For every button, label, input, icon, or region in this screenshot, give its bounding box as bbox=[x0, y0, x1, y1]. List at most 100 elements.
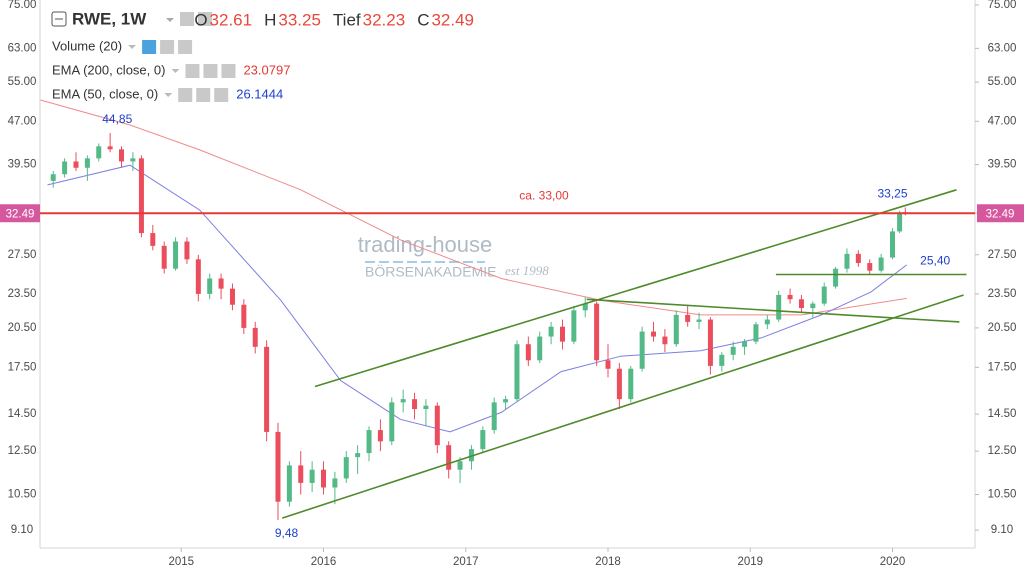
eye-icon[interactable] bbox=[180, 12, 194, 26]
candle-body bbox=[130, 158, 136, 162]
candle-body bbox=[434, 405, 440, 446]
dropdown-arrow[interactable] bbox=[164, 93, 173, 97]
ohlc-label: H bbox=[264, 10, 276, 29]
candle-body bbox=[787, 294, 793, 300]
eye-icon[interactable] bbox=[142, 40, 157, 54]
ohlc-label: O bbox=[194, 10, 207, 29]
trend-line bbox=[314, 189, 957, 388]
y-tick-label-right: 10.50 bbox=[988, 489, 1017, 501]
y-tick-label-right: 17.50 bbox=[988, 361, 1017, 373]
candle-body bbox=[662, 336, 668, 345]
gear-icon[interactable] bbox=[160, 40, 175, 54]
x-tick-label: 2019 bbox=[737, 556, 763, 568]
candle-body bbox=[897, 212, 903, 232]
y-tick-label-left: 23.50 bbox=[8, 288, 37, 300]
gear-icon[interactable] bbox=[198, 12, 212, 26]
candle-body bbox=[62, 161, 68, 175]
candle-body bbox=[696, 319, 702, 322]
candle-body bbox=[537, 336, 543, 361]
symbol-title: RWE, 1W bbox=[72, 9, 147, 28]
close-icon[interactable] bbox=[178, 40, 193, 54]
annotation: 44,85 bbox=[102, 112, 132, 126]
candle-body bbox=[651, 331, 657, 337]
candle-body bbox=[628, 368, 634, 400]
price-label-box bbox=[0, 204, 40, 223]
candle-body bbox=[559, 326, 565, 342]
annotation: 9,48 bbox=[275, 526, 299, 540]
symbol-icon[interactable] bbox=[51, 11, 67, 27]
y-tick-label-right: 55.00 bbox=[988, 76, 1017, 88]
candle-body bbox=[525, 344, 531, 361]
candle-body bbox=[173, 241, 179, 269]
legend-label: Volume (20) bbox=[52, 38, 122, 53]
candle-body bbox=[96, 146, 102, 159]
candle-body bbox=[298, 465, 304, 483]
x-tick-label: 2015 bbox=[168, 556, 194, 568]
candle-body bbox=[286, 465, 292, 502]
y-tick-label-left: 10.50 bbox=[8, 489, 37, 501]
dropdown-arrow[interactable] bbox=[171, 69, 180, 73]
close-icon[interactable] bbox=[221, 64, 236, 78]
candle-body bbox=[275, 431, 281, 502]
y-tick-label-left: 14.50 bbox=[8, 408, 37, 420]
candle-body bbox=[821, 286, 827, 304]
candle-body bbox=[184, 241, 190, 260]
candle-body bbox=[218, 278, 224, 289]
watermark-est: est 1998 bbox=[505, 263, 549, 278]
x-tick-label: 2016 bbox=[311, 556, 337, 568]
watermark-name: trading-house bbox=[358, 232, 493, 257]
ohlc-label: Tief bbox=[333, 10, 361, 29]
candle-body bbox=[605, 360, 611, 369]
candle-body bbox=[639, 331, 645, 369]
legend-value: 23.0797 bbox=[243, 62, 290, 77]
candle-body bbox=[844, 253, 850, 269]
candle-body bbox=[355, 453, 361, 458]
y-tick-label-right: 47.00 bbox=[988, 115, 1017, 127]
candle-body bbox=[161, 245, 167, 269]
y-tick-label-left: 27.50 bbox=[8, 249, 37, 261]
candle-body bbox=[889, 231, 895, 258]
plot-area bbox=[40, 99, 975, 520]
dropdown-arrow[interactable] bbox=[166, 18, 174, 22]
eye-icon[interactable] bbox=[178, 88, 193, 102]
candle-body bbox=[138, 158, 144, 234]
candle-body bbox=[377, 430, 383, 442]
candle-body bbox=[389, 402, 395, 442]
y-tick-label-left: 63.00 bbox=[8, 42, 37, 54]
ema-line bbox=[47, 164, 908, 433]
candle-body bbox=[514, 344, 520, 400]
candle-body bbox=[321, 469, 327, 488]
candle-body bbox=[309, 469, 315, 483]
candle-body bbox=[673, 314, 679, 345]
candle-body bbox=[412, 399, 418, 410]
candle-body bbox=[616, 368, 622, 400]
eye-icon[interactable] bbox=[185, 64, 200, 78]
candle-body bbox=[107, 146, 113, 150]
trend-line bbox=[586, 298, 960, 323]
watermark: trading-house BÖRSENAKADEMIE est 1998 bbox=[358, 232, 549, 280]
y-tick-label-right: 39.50 bbox=[988, 159, 1017, 171]
candle-body bbox=[867, 263, 873, 271]
legend-label: EMA (50, close, 0) bbox=[52, 86, 158, 101]
candle-body bbox=[582, 303, 588, 311]
ema-line bbox=[40, 99, 907, 316]
gear-icon[interactable] bbox=[203, 64, 218, 78]
gear-icon[interactable] bbox=[196, 88, 211, 102]
close-icon[interactable] bbox=[214, 88, 229, 102]
y-tick-label-left: 9.10 bbox=[11, 524, 33, 536]
candle-body bbox=[798, 299, 804, 309]
annotation: 25,40 bbox=[920, 254, 950, 268]
candle-body bbox=[252, 327, 258, 347]
y-tick-label-right: 9.10 bbox=[991, 524, 1013, 536]
candle-body bbox=[594, 303, 600, 361]
y-tick-label-left: 47.00 bbox=[8, 115, 37, 127]
dropdown-arrow[interactable] bbox=[128, 45, 137, 49]
candle-body bbox=[50, 174, 56, 181]
candle-body bbox=[264, 346, 270, 432]
candle-body bbox=[764, 319, 770, 325]
y-tick-label-left: 39.50 bbox=[8, 159, 37, 171]
candle-body bbox=[707, 319, 713, 366]
x-tick-label: 2018 bbox=[595, 556, 621, 568]
candle-body bbox=[776, 294, 782, 320]
